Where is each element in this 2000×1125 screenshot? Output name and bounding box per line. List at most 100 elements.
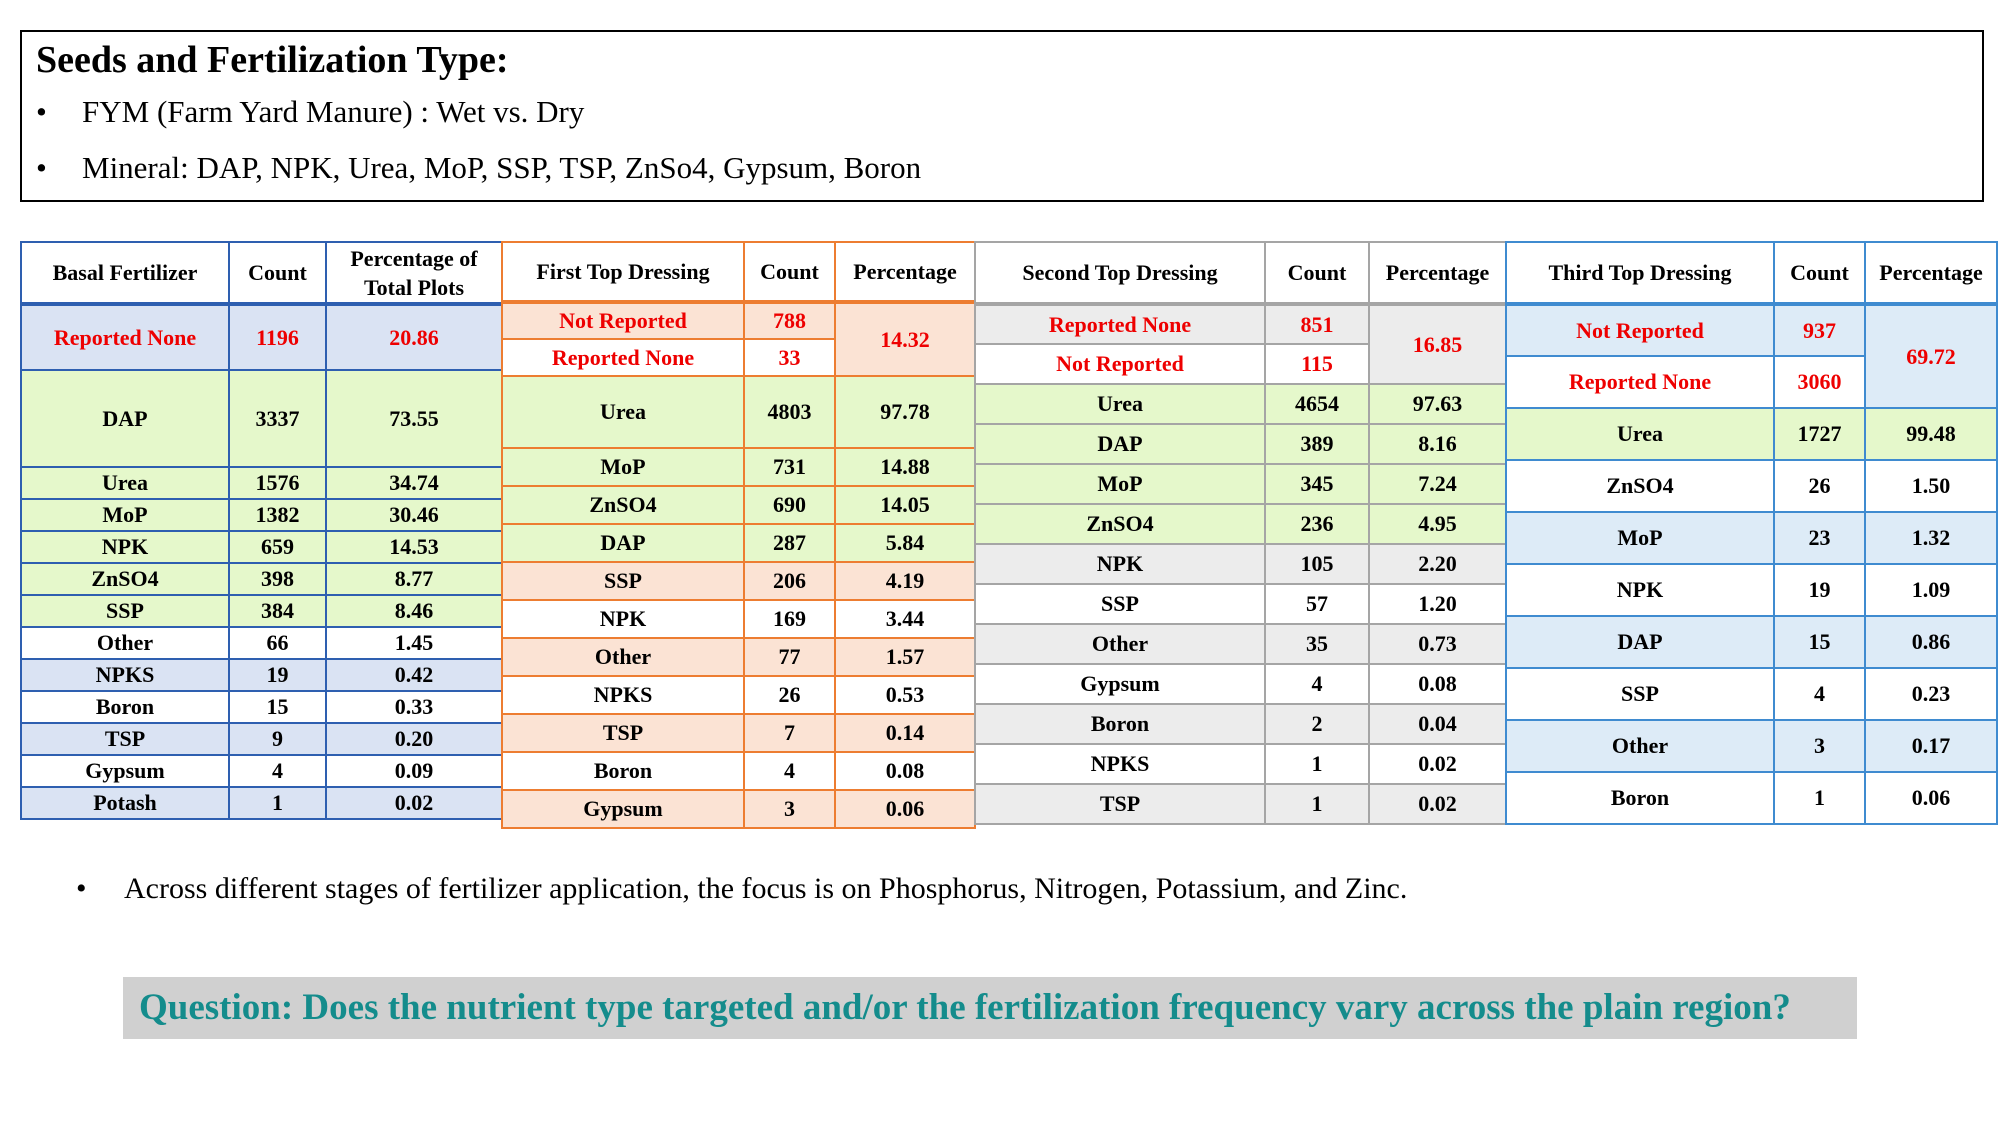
fertilizer-name: Other	[501, 637, 745, 677]
percentage-cell: 0.06	[834, 789, 976, 829]
count-cell: 1576	[228, 466, 327, 500]
missing-percentage-cell: 16.85	[1368, 303, 1507, 385]
second-top-dressing-table: Second Top Dressing Count Percentage Rep…	[974, 241, 1507, 825]
table-row: TSP 1 0.02	[974, 783, 1507, 825]
fertilizer-name: Boron	[974, 703, 1266, 745]
table-row: ZnSO4 236 4.95	[974, 503, 1507, 545]
fertilizer-name: SSP	[1505, 667, 1775, 721]
header-bullet-text: Mineral: DAP, NPK, Urea, MoP, SSP, TSP, …	[82, 150, 922, 185]
count-cell: 2	[1264, 703, 1370, 745]
count-cell: 937	[1773, 303, 1866, 357]
percentage-cell: 0.08	[1368, 663, 1507, 705]
fertilizer-name: ZnSO4	[1505, 459, 1775, 513]
first-top-dressing-table: First Top Dressing Count Percentage Not …	[501, 241, 976, 829]
fertilizer-name: DAP	[501, 523, 745, 563]
header-bullet-fym: • FYM (Farm Yard Manure) : Wet vs. Dry	[36, 94, 584, 130]
count-cell: 3	[1773, 719, 1866, 773]
count-cell: 659	[228, 530, 327, 564]
table-row: Gypsum 4 0.08	[974, 663, 1507, 705]
percentage-cell: 2.20	[1368, 543, 1507, 585]
table-row: Boron 2 0.04	[974, 703, 1507, 745]
fertilizer-name: Reported None	[1505, 355, 1775, 409]
fertilizer-name: NPK	[1505, 563, 1775, 617]
count-cell: 4	[1264, 663, 1370, 705]
fertilizer-name: Not Reported	[1505, 303, 1775, 357]
table-row: Gypsum 4 0.09	[20, 754, 503, 788]
fertilizer-name: Boron	[20, 690, 230, 724]
percentage-cell: 1.57	[834, 637, 976, 677]
fertilizer-name: DAP	[974, 423, 1266, 465]
table-row: DAP 389 8.16	[974, 423, 1507, 465]
column-header: Percentage	[1864, 241, 1998, 306]
percentage-cell: 0.02	[1368, 783, 1507, 825]
fertilizer-name: MoP	[501, 447, 745, 487]
fertilizer-name: NPKS	[20, 658, 230, 692]
fertilizer-name: Gypsum	[501, 789, 745, 829]
fertilizer-name: Gypsum	[20, 754, 230, 788]
fertilizer-name: TSP	[501, 713, 745, 753]
count-cell: 236	[1264, 503, 1370, 545]
percentage-cell: 0.53	[834, 675, 976, 715]
count-cell: 398	[228, 562, 327, 596]
table-row: Not Reported 115	[974, 343, 1506, 385]
fertilizer-name: ZnSO4	[974, 503, 1266, 545]
table-row: Urea 4654 97.63	[974, 383, 1507, 425]
focus-note: • Across different stages of fertilizer …	[76, 872, 1407, 906]
table-row: TSP 9 0.20	[20, 722, 503, 756]
percentage-cell: 1.20	[1368, 583, 1507, 625]
fertilizer-name: Reported None	[501, 338, 745, 377]
percentage-cell: 34.74	[325, 466, 503, 500]
count-cell: 169	[743, 599, 836, 639]
column-header: Percentage	[834, 241, 976, 304]
percentage-cell: 0.86	[1864, 615, 1998, 669]
count-cell: 345	[1264, 463, 1370, 505]
count-cell: 105	[1264, 543, 1370, 585]
count-cell: 7	[743, 713, 836, 753]
basal-fertilizer-table: Basal Fertilizer Count Percentage of Tot…	[20, 241, 503, 820]
table-row: Boron 4 0.08	[501, 751, 976, 791]
fertilizer-name: Gypsum	[974, 663, 1266, 705]
header-box: Seeds and Fertilization Type: • FYM (Far…	[20, 30, 1984, 202]
percentage-cell: 73.55	[325, 369, 503, 468]
table-row: NPKS 19 0.42	[20, 658, 503, 692]
table-row: Urea 1576 34.74	[20, 466, 503, 500]
percentage-cell: 3.44	[834, 599, 976, 639]
column-header: Percentage	[1368, 241, 1507, 306]
fertilizer-name: MoP	[974, 463, 1266, 505]
percentage-cell: 0.17	[1864, 719, 1998, 773]
fertilizer-name: Urea	[974, 383, 1266, 425]
table-row: Boron 1 0.06	[1505, 771, 1998, 825]
column-header: Count	[743, 241, 836, 304]
fertilizer-name: NPKS	[501, 675, 745, 715]
count-cell: 206	[743, 561, 836, 601]
column-header: Third Top Dressing	[1505, 241, 1775, 306]
fertilizer-name: ZnSO4	[501, 485, 745, 525]
count-cell: 15	[1773, 615, 1866, 669]
percentage-cell: 1.32	[1864, 511, 1998, 565]
table-row: NPKS 1 0.02	[974, 743, 1507, 785]
count-cell: 4	[228, 754, 327, 788]
count-cell: 66	[228, 626, 327, 660]
percentage-cell: 0.33	[325, 690, 503, 724]
fertilizer-name: Not Reported	[974, 343, 1266, 385]
count-cell: 1	[1773, 771, 1866, 825]
count-cell: 26	[743, 675, 836, 715]
percentage-cell: 7.24	[1368, 463, 1507, 505]
count-cell: 3	[743, 789, 836, 829]
fertilizer-name: NPK	[501, 599, 745, 639]
count-cell: 33	[743, 338, 836, 377]
percentage-cell: 14.05	[834, 485, 976, 525]
percentage-cell: 1.09	[1864, 563, 1998, 617]
column-header: Count	[228, 241, 327, 306]
percentage-cell: 14.88	[834, 447, 976, 487]
count-cell: 9	[228, 722, 327, 756]
percentage-cell: 4.19	[834, 561, 976, 601]
percentage-cell: 0.04	[1368, 703, 1507, 745]
count-cell: 3060	[1773, 355, 1866, 409]
question-box: Question: Does the nutrient type targete…	[123, 977, 1857, 1039]
fertilizer-name: SSP	[501, 561, 745, 601]
percentage-cell: 1.45	[325, 626, 503, 660]
column-header: Count	[1773, 241, 1866, 306]
fertilizer-name: SSP	[20, 594, 230, 628]
percentage-cell: 20.86	[325, 303, 503, 371]
